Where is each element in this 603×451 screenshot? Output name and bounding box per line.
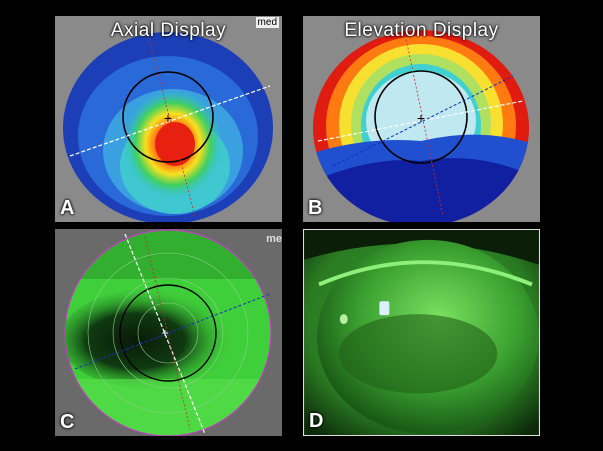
svg-text:+: + — [417, 110, 425, 126]
fluorescein-eye-photo — [304, 230, 539, 435]
fluorescein-simulation-map: + — [55, 229, 282, 436]
panel-a-letter: A — [60, 197, 75, 219]
axial-topography-map: + — [55, 16, 282, 222]
panel-axial-display: + Axial Display med A — [55, 16, 282, 222]
panel-a-title: Axial Display — [110, 20, 227, 41]
panel-a-tag: med — [255, 17, 279, 28]
panel-b-letter: B — [308, 197, 323, 219]
svg-text:+: + — [161, 326, 168, 340]
elevation-topography-map: + — [303, 16, 540, 222]
panel-elevation-display: + Elevation Display B — [303, 16, 540, 222]
panel-c-tag: me — [266, 233, 282, 245]
panel-c-letter: C — [60, 411, 75, 433]
panel-d-letter: D — [309, 410, 324, 432]
panel-fluorescein-simulation: + me C — [55, 229, 282, 436]
svg-text:+: + — [164, 110, 172, 126]
panel-clinical-photo: D — [303, 229, 540, 436]
panel-b-title: Elevation Display — [344, 20, 499, 41]
